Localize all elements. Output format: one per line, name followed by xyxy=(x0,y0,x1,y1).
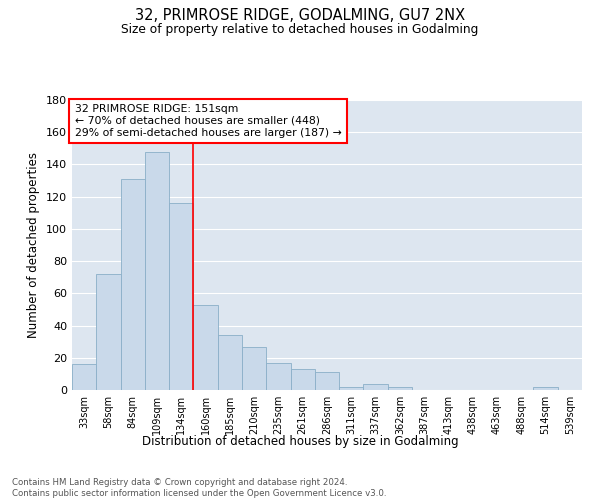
Text: 32, PRIMROSE RIDGE, GODALMING, GU7 2NX: 32, PRIMROSE RIDGE, GODALMING, GU7 2NX xyxy=(135,8,465,22)
Bar xyxy=(266,362,290,390)
Bar xyxy=(72,364,96,390)
Text: Distribution of detached houses by size in Godalming: Distribution of detached houses by size … xyxy=(142,435,458,448)
Bar xyxy=(169,203,193,390)
Text: 32 PRIMROSE RIDGE: 151sqm
← 70% of detached houses are smaller (448)
29% of semi: 32 PRIMROSE RIDGE: 151sqm ← 70% of detac… xyxy=(74,104,341,138)
Bar xyxy=(290,369,315,390)
Bar xyxy=(339,387,364,390)
Bar xyxy=(121,179,145,390)
Bar xyxy=(218,335,242,390)
Bar xyxy=(364,384,388,390)
Bar xyxy=(388,387,412,390)
Bar xyxy=(145,152,169,390)
Text: Contains HM Land Registry data © Crown copyright and database right 2024.
Contai: Contains HM Land Registry data © Crown c… xyxy=(12,478,386,498)
Bar xyxy=(193,304,218,390)
Bar xyxy=(533,387,558,390)
Bar xyxy=(242,346,266,390)
Bar xyxy=(96,274,121,390)
Text: Size of property relative to detached houses in Godalming: Size of property relative to detached ho… xyxy=(121,22,479,36)
Bar xyxy=(315,372,339,390)
Y-axis label: Number of detached properties: Number of detached properties xyxy=(28,152,40,338)
